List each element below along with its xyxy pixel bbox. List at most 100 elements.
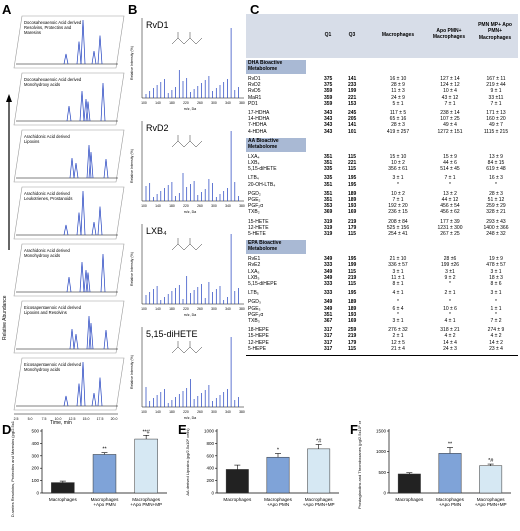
spectrum-y-label: Relative Intensity (%) [130,149,134,183]
table-cell: 124 ± 12 [440,82,460,89]
chromatogram-peak [88,322,94,350]
table-row: RvD1 375 141 16 ± 10 127 ± 14 167 ± 11 [246,76,518,82]
chromatogram-peak [80,19,86,65]
table-cell: 254 ± 41 [388,231,408,237]
spectrum-y-label: Relative Intensity (%) [130,46,134,80]
table-cell: 14 ± 2 [489,339,503,346]
mass-spectrum: Relative Intensity (%) 5,15-diHETE 100 140 1… [130,327,245,420]
table-row: PGF₃α 351 193 * * * [246,312,518,318]
table-section-title: EPA Bioactive Metabolome [246,240,306,255]
table-cell: 19 ± 9 [489,256,503,263]
table-cell: 276 ± 32 [388,327,408,334]
table-cell: 193 [348,203,357,210]
chromatogram-peak [100,82,106,122]
spectrum-x-tick: 300 [211,410,217,414]
spectrum-x-tick: 140 [155,410,161,414]
spectrum-x-tick: 340 [225,101,231,105]
table-cell: 115 [348,281,357,287]
table-cell: RvE2 [248,262,261,269]
table-cell: 349 [324,274,333,281]
track-frame [13,243,125,297]
chromatogram-peak [76,41,82,65]
significance-label: ** [448,442,453,448]
spectrum-x-tick: 100 [141,410,147,414]
table-cell: 456 ± 62 [440,209,460,216]
x-tick-label: 17.5 [97,417,104,421]
table-cell: PGE₃ [248,305,261,312]
track-label: Docosahexaenoic Acid derived Resolvins, P… [24,20,82,35]
table-cell: 333 [324,290,333,297]
table-cell: 7 ± 1 [444,100,456,107]
table-cell: 44 ± 6 [443,160,457,166]
table-cell: 28 ±6 [443,256,457,263]
track-frame [13,186,125,240]
table-cell: 9 ± 1 [490,88,502,95]
table-row: 12-HEPE 317 179 12 ± 5 14 ± 4 14 ± 2 [246,340,518,346]
panel-b-spectra: Relative Intensity (%) RvD1 100 140 180 220 26… [130,18,245,420]
chromatogram-peak [69,157,75,179]
structure-sketch-icon [171,32,203,45]
table-cell: TXB₃ [248,318,260,324]
table-cell: * [397,311,399,318]
table-cell: 10 ± 2 [391,160,405,166]
track-label: Docosahexaenoic Acid derived Monohydroxy … [24,77,82,87]
header-macrophages: Macrophages [381,32,415,38]
track-frame [13,129,125,183]
header-q3: Q3 [348,32,356,38]
table-cell: 525 ± 156 [386,224,410,231]
spectrum-x-tick: 260 [197,307,203,311]
table-header: Q1 Q3 Macrophages Apo PMN+ Macrophages P… [246,14,518,58]
table-cell: 205 [348,116,357,123]
category-label: Macrophages +Apo PMN+MP [303,497,335,507]
chromatogram-peak [88,151,94,179]
table-cell: 208 ± 84 [388,218,408,225]
y-tick-label: 300 [31,453,39,458]
table-row: MaR1 359 221 24 ± 9 43 ± 12 33 ±11 [246,95,518,101]
chromatogram-track: Arachidonic Acid derived Monohydroxy acid… [13,243,125,297]
spectrum-title: LXB₄ [146,226,167,236]
table-cell: LXB₅ [248,274,260,281]
table-cell: 221 [348,160,357,166]
table-cell: 375 [324,82,333,89]
y-tick-label: 1500 [376,429,387,434]
chart-d: D-series Resolvins, Protectins and Mares… [10,421,167,517]
table-cell: 367 [324,318,333,324]
spectrum-x-tick: 180 [169,307,175,311]
table-cell: 3 ±1 [445,268,455,275]
spectrum-x-tick: 220 [183,410,189,414]
table-cell: 8 ± 6 [490,281,502,287]
table-cell: 4 ± 1 [392,290,404,297]
table-row: RvD2 375 233 28 ± 9 124 ± 12 219 ± 44 [246,82,518,88]
table-cell: 259 ± 29 [486,203,506,210]
table-cell: 18-HEPE [248,327,269,334]
table-cell: 7 ± 1 [490,100,502,107]
chromatogram-peak [86,144,92,179]
chromatogram-peak [73,162,79,179]
table-cell: 21 ± 10 [389,256,407,263]
spectrum-x-tick: 220 [183,204,189,208]
chromatogram-peak [85,272,91,293]
table-cell: LXA₅ [248,268,260,275]
table-cell: 8 ± 1 [392,281,404,287]
spectra-group: Relative Intensity (%) RvD1 100 140 180 220 26… [130,18,245,420]
table-row: TXB₃ 367 169 3 ± 1 4 ± 1 7 ± 2 [246,318,518,324]
bar [225,469,249,494]
significance-label: *# [316,439,322,445]
spectrum-x-tick: 180 [169,101,175,105]
spectrum-x-tick: 260 [197,410,203,414]
table-cell: 160 ± 20 [486,116,506,123]
chromatogram-peak [66,276,72,293]
table-cell: 245 [348,110,357,116]
table-row: 5,15-diHETE 335 115 356 ± 61 514 ± 45 619 ± 4… [246,166,518,172]
table-cell: 351 [324,153,333,160]
bar [134,438,158,494]
chromatogram-peak [100,253,106,293]
spectrum-x-label: m/z, Da [184,210,196,214]
bar [397,473,421,494]
category-label: Macrophages +Apo PMN [436,497,465,507]
table-row: 5,15-diHEPE 333 115 8 ± 1 * 8 ± 6 [246,281,518,287]
table-cell: 15 ± 10 [389,153,407,160]
spectrum-x-tick: 260 [197,204,203,208]
table-cell: 141 [348,122,357,129]
table-cell: 49 ± 7 [489,122,503,129]
